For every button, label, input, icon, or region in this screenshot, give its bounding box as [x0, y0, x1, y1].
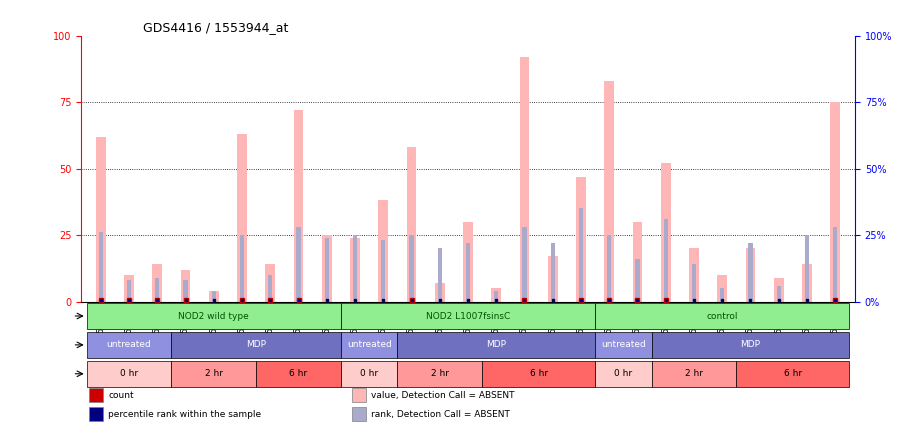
- Bar: [579, 208, 583, 301]
- Bar: [266, 264, 275, 301]
- FancyBboxPatch shape: [595, 361, 652, 387]
- FancyBboxPatch shape: [652, 361, 736, 387]
- Bar: [350, 238, 360, 301]
- Bar: [774, 278, 784, 301]
- Bar: [833, 227, 838, 301]
- Bar: [491, 288, 501, 301]
- Bar: [604, 81, 614, 301]
- Bar: [325, 238, 329, 301]
- Bar: [239, 235, 244, 301]
- Bar: [181, 270, 191, 301]
- Text: 0 hr: 0 hr: [120, 369, 138, 378]
- FancyBboxPatch shape: [736, 361, 850, 387]
- FancyBboxPatch shape: [86, 361, 171, 387]
- Bar: [89, 407, 103, 420]
- FancyBboxPatch shape: [398, 361, 482, 387]
- Bar: [95, 137, 105, 301]
- Bar: [576, 177, 586, 301]
- Bar: [548, 256, 558, 301]
- Bar: [689, 248, 699, 301]
- Bar: [748, 243, 752, 301]
- Bar: [805, 235, 809, 301]
- FancyBboxPatch shape: [341, 332, 398, 358]
- Bar: [663, 219, 668, 301]
- Bar: [352, 407, 365, 420]
- Text: 6 hr: 6 hr: [784, 369, 802, 378]
- Bar: [89, 388, 103, 401]
- Bar: [407, 147, 417, 301]
- Text: 2 hr: 2 hr: [685, 369, 703, 378]
- Bar: [381, 240, 385, 301]
- Bar: [464, 222, 472, 301]
- Bar: [494, 291, 499, 301]
- FancyBboxPatch shape: [652, 332, 850, 358]
- Bar: [692, 264, 697, 301]
- Text: percentile rank within the sample: percentile rank within the sample: [108, 409, 261, 419]
- FancyBboxPatch shape: [86, 332, 171, 358]
- Bar: [661, 163, 670, 301]
- Bar: [353, 235, 357, 301]
- Bar: [802, 264, 812, 301]
- Text: 0 hr: 0 hr: [360, 369, 378, 378]
- Bar: [124, 275, 134, 301]
- Bar: [717, 275, 727, 301]
- Bar: [435, 283, 445, 301]
- Text: MDP: MDP: [486, 341, 506, 349]
- Bar: [378, 201, 388, 301]
- Text: rank, Detection Call = ABSENT: rank, Detection Call = ABSENT: [371, 409, 510, 419]
- Text: NOD2 L1007fsinsC: NOD2 L1007fsinsC: [426, 312, 510, 321]
- Bar: [831, 102, 841, 301]
- Bar: [466, 243, 470, 301]
- Bar: [352, 388, 365, 401]
- Bar: [127, 280, 131, 301]
- Bar: [607, 235, 611, 301]
- Text: GDS4416 / 1553944_at: GDS4416 / 1553944_at: [143, 21, 288, 34]
- Text: untreated: untreated: [106, 341, 151, 349]
- Text: 2 hr: 2 hr: [431, 369, 449, 378]
- Bar: [184, 280, 188, 301]
- Text: 6 hr: 6 hr: [290, 369, 308, 378]
- Bar: [745, 248, 755, 301]
- FancyBboxPatch shape: [341, 361, 398, 387]
- Bar: [268, 275, 273, 301]
- Bar: [522, 227, 526, 301]
- Text: untreated: untreated: [346, 341, 392, 349]
- FancyBboxPatch shape: [595, 303, 850, 329]
- Bar: [237, 134, 247, 301]
- Bar: [635, 259, 640, 301]
- FancyBboxPatch shape: [482, 361, 595, 387]
- FancyBboxPatch shape: [171, 332, 341, 358]
- Bar: [212, 291, 216, 301]
- Text: count: count: [108, 391, 134, 400]
- Bar: [720, 288, 724, 301]
- Bar: [633, 222, 643, 301]
- Bar: [410, 235, 414, 301]
- Bar: [152, 264, 162, 301]
- FancyBboxPatch shape: [86, 303, 341, 329]
- Text: 6 hr: 6 hr: [529, 369, 548, 378]
- Bar: [777, 285, 781, 301]
- Text: untreated: untreated: [601, 341, 645, 349]
- Bar: [293, 110, 303, 301]
- Bar: [155, 278, 159, 301]
- Bar: [98, 232, 103, 301]
- FancyBboxPatch shape: [341, 303, 595, 329]
- Text: value, Detection Call = ABSENT: value, Detection Call = ABSENT: [371, 391, 515, 400]
- Bar: [322, 235, 332, 301]
- Bar: [437, 248, 442, 301]
- Text: MDP: MDP: [741, 341, 760, 349]
- Text: MDP: MDP: [246, 341, 266, 349]
- Bar: [519, 57, 529, 301]
- Text: 0 hr: 0 hr: [615, 369, 633, 378]
- FancyBboxPatch shape: [256, 361, 341, 387]
- Text: NOD2 wild type: NOD2 wild type: [178, 312, 249, 321]
- Bar: [209, 291, 219, 301]
- FancyBboxPatch shape: [398, 332, 595, 358]
- Text: control: control: [706, 312, 738, 321]
- FancyBboxPatch shape: [171, 361, 256, 387]
- FancyBboxPatch shape: [595, 332, 652, 358]
- Bar: [551, 243, 555, 301]
- Text: 2 hr: 2 hr: [205, 369, 223, 378]
- Bar: [296, 227, 301, 301]
